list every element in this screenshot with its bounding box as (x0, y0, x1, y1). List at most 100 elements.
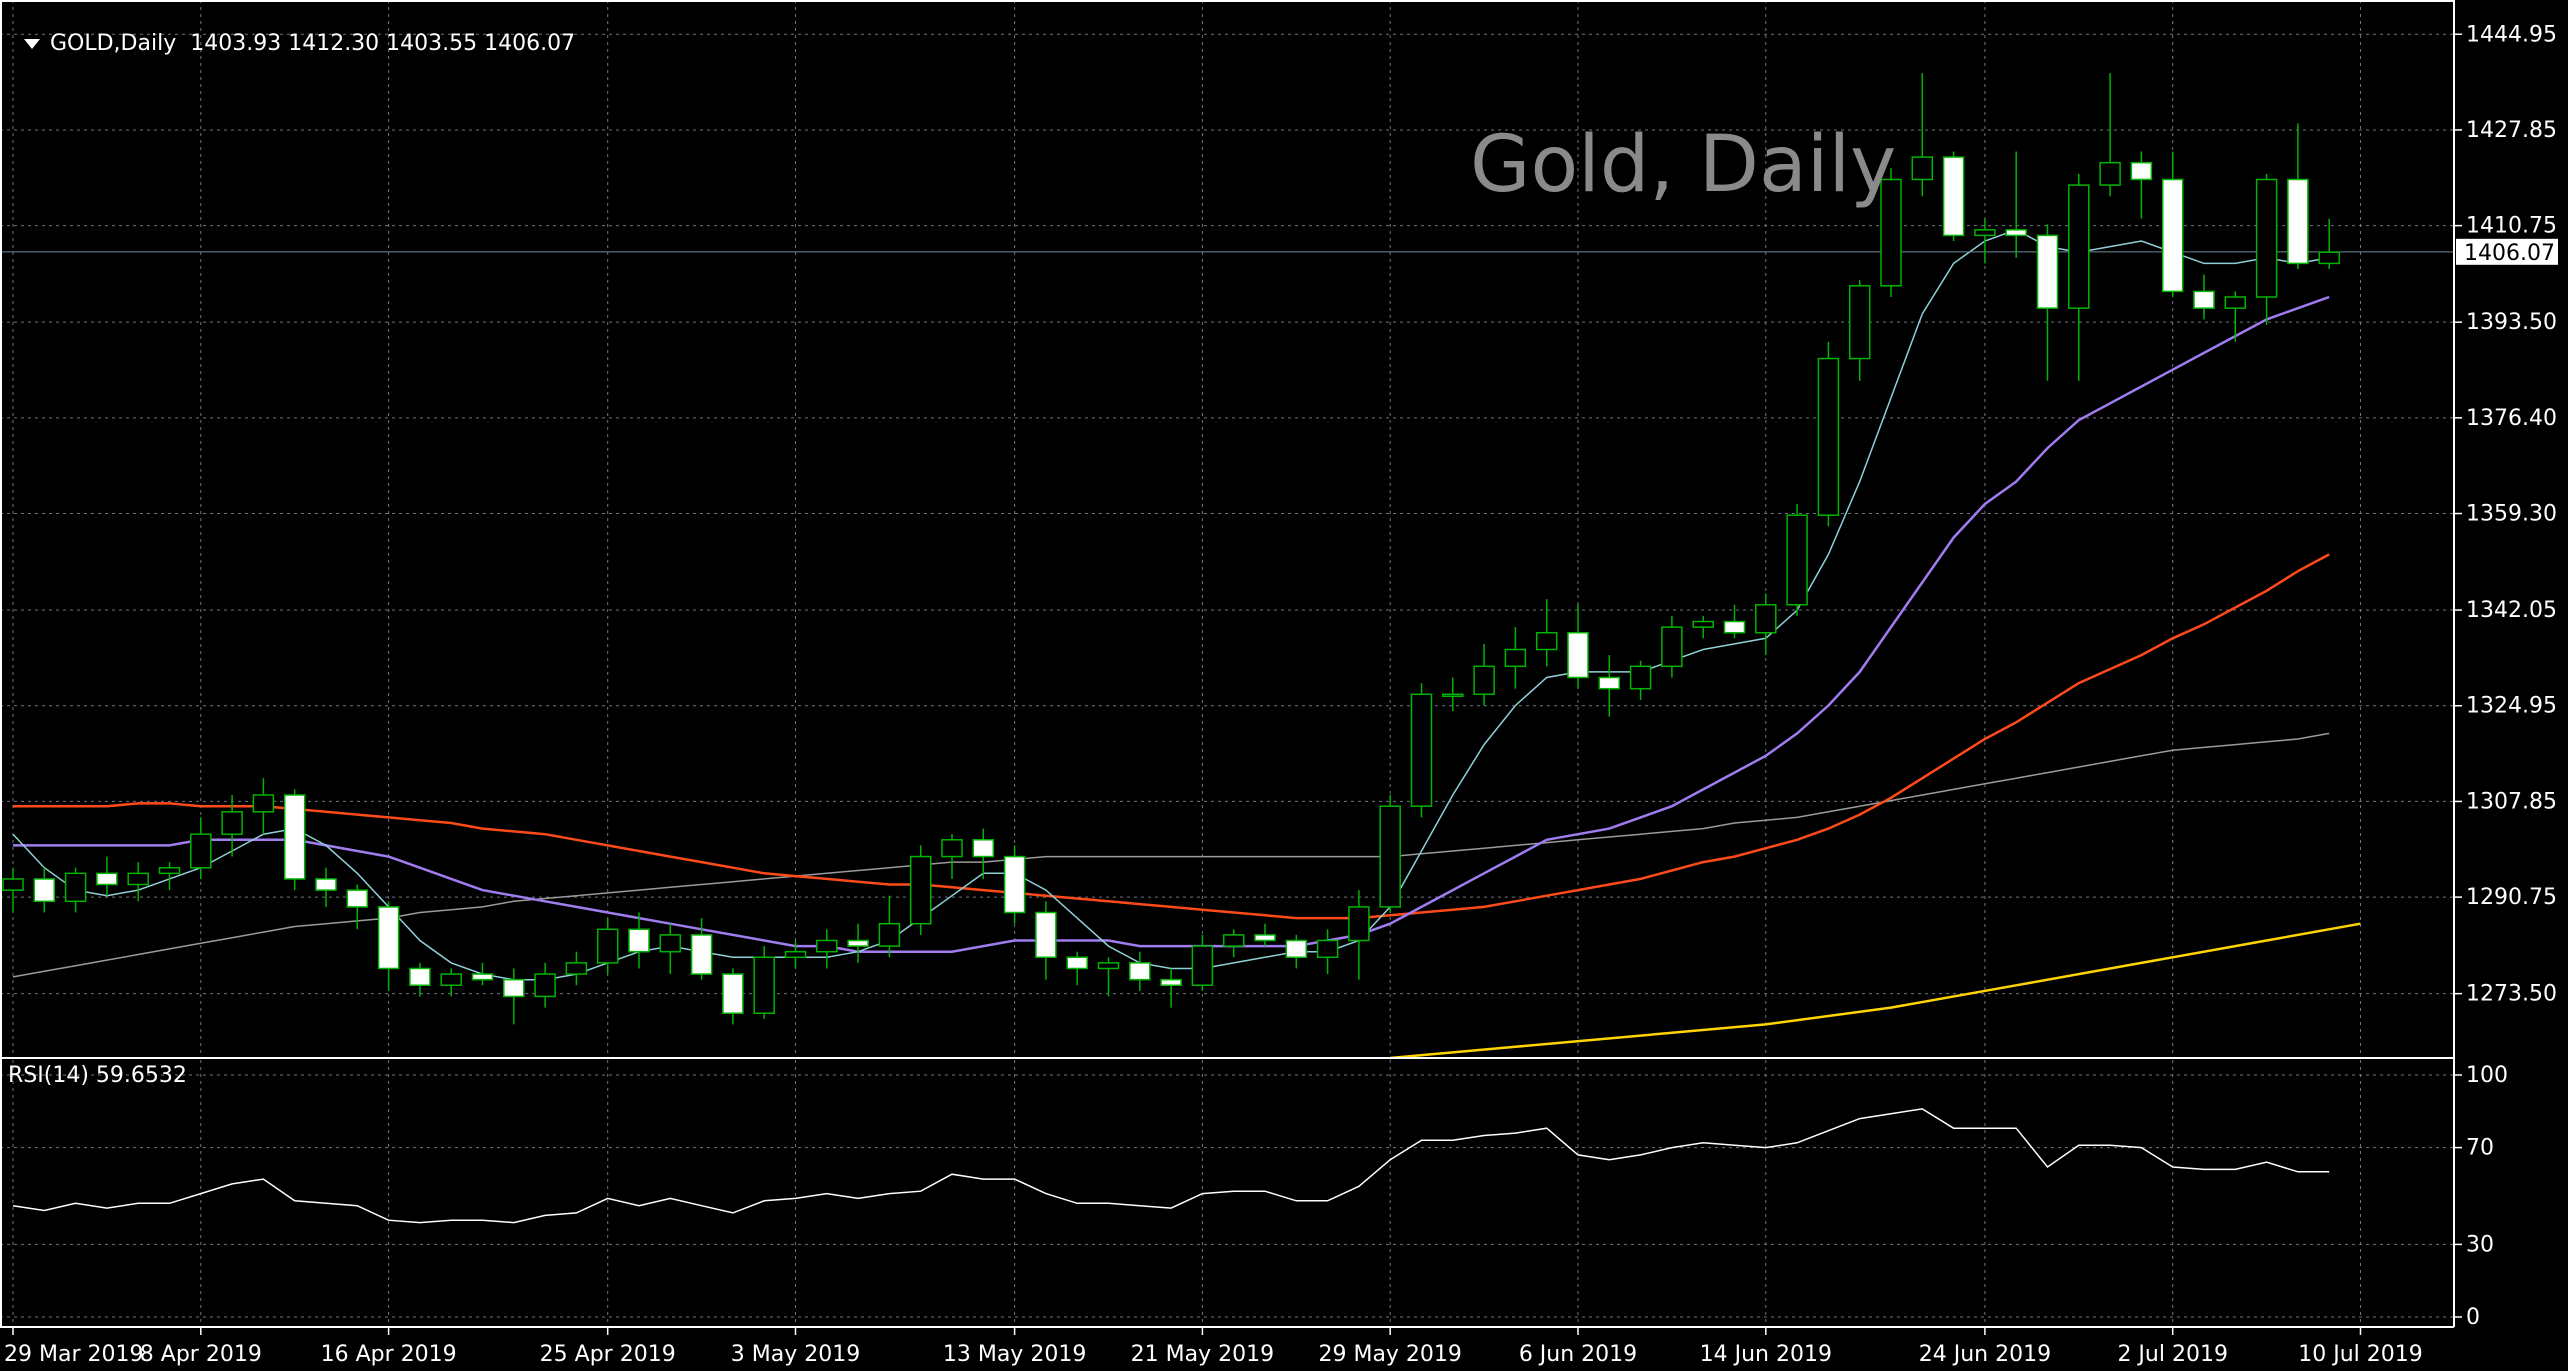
rsi-header: RSI(14) 59.6532 (8, 1063, 187, 1088)
candle (1348, 890, 1370, 980)
ma-50-line (13, 553, 2330, 920)
candle (1035, 901, 1057, 980)
candle-bull-body (1755, 603, 1777, 634)
time-tick-label: 21 May 2019 (1131, 1342, 1274, 1367)
rsi-indicator (12, 1108, 2330, 1224)
ma-200-line (1390, 922, 2361, 1060)
candle (1974, 218, 1996, 264)
candle-bear-body (2193, 290, 2215, 309)
candle-bull-body (565, 962, 588, 975)
time-tick-label: 3 May 2019 (731, 1342, 860, 1367)
candle-bear-body (2161, 178, 2184, 293)
candle-bull-body (1629, 665, 1652, 690)
candle (2099, 73, 2121, 197)
time-tick-label: 24 Jun 2019 (1919, 1342, 2051, 1367)
candle (1629, 660, 1652, 700)
candle (816, 929, 838, 969)
candle (96, 856, 118, 896)
candle-bear-body (315, 878, 337, 891)
candle (377, 901, 400, 991)
candle (565, 951, 588, 986)
candle-bear-body (346, 889, 369, 908)
candle-bull-body (1410, 693, 1433, 807)
candle-bull-body (1661, 626, 1683, 668)
rsi-line (12, 1108, 2330, 1224)
rsi-scale: 100 70 30 0 (2454, 1063, 2508, 1330)
candle (1911, 73, 1934, 197)
dropdown-triangle-icon[interactable] (24, 39, 40, 49)
price-tick-label: 1393.50 (2466, 310, 2557, 335)
candle (1661, 615, 1683, 678)
rsi-tick-label: 0 (2466, 1305, 2480, 1330)
candle (1379, 795, 1401, 913)
candle (534, 962, 556, 1008)
candle (1504, 627, 1527, 689)
rsi-tick-label: 100 (2466, 1063, 2508, 1088)
candle (2161, 151, 2184, 297)
candle-bull-body (1191, 945, 1214, 987)
candle (1442, 677, 1464, 712)
candle (221, 795, 243, 857)
candle (252, 778, 275, 835)
candle-bull-body (2224, 296, 2247, 309)
candle (1848, 280, 1871, 381)
candle-bull-body (158, 866, 181, 875)
candle (690, 918, 713, 980)
candle (2193, 274, 2215, 320)
price-tick-label: 1342.05 (2466, 598, 2557, 623)
candle (440, 968, 462, 997)
price-tick-label: 1290.75 (2466, 885, 2557, 910)
candle-bull-body (2068, 184, 2090, 309)
candle (659, 923, 682, 975)
chart-header: GOLD,Daily 1403.93 1412.30 1403.55 1406.… (10, 6, 575, 56)
candle (1755, 593, 1777, 656)
candle (1160, 968, 1182, 1008)
time-tick-label: 14 Jun 2019 (1700, 1342, 1832, 1367)
candle-bull-body (1535, 631, 1558, 651)
time-tick-label: 8 Apr 2019 (140, 1342, 262, 1367)
candle (972, 828, 995, 879)
candle (503, 968, 525, 1025)
time-tick-label: 2 Jul 2019 (2117, 1342, 2228, 1367)
candle-bear-body (2036, 234, 2059, 309)
candle-bull-body (1974, 229, 1996, 237)
ohlc-values: 1403.93 1412.30 1403.55 1406.07 (190, 31, 576, 56)
candle (1535, 599, 1558, 667)
chart-watermark: Gold, Daily (1470, 120, 1897, 210)
candle (283, 789, 306, 891)
candle-bear-body (2130, 161, 2153, 181)
current-price-label: 1406.07 (2464, 241, 2555, 266)
price-scale[interactable]: 1444.95 1427.85 1410.75 1393.50 1376.40 1359.… (2454, 22, 2557, 1007)
candle-bull-body (534, 973, 556, 998)
axes (0, 0, 2455, 1328)
candle (1097, 957, 1120, 997)
candle-bull-body (909, 855, 932, 925)
candle (315, 867, 337, 907)
candle (190, 817, 212, 879)
candle-bull-body (1911, 156, 1934, 181)
candles (2, 73, 2340, 1025)
candle (346, 884, 369, 930)
price-tick-label: 1359.30 (2466, 502, 2557, 527)
candle-bull-body (127, 872, 149, 886)
time-tick-label: 29 May 2019 (1318, 1342, 1461, 1367)
candle (2255, 173, 2278, 325)
candle-bear-body (1723, 620, 1746, 634)
candle (1003, 845, 1026, 924)
candle (847, 923, 869, 963)
candle (628, 912, 650, 969)
candle (1254, 923, 1276, 947)
candle (127, 862, 149, 902)
time-tick-label: 13 May 2019 (943, 1342, 1086, 1367)
candle-bear-body (471, 973, 494, 981)
candle (2224, 291, 2247, 342)
candle (1880, 168, 1902, 297)
candle-bull-body (659, 934, 682, 953)
symbol-label: GOLD,Daily (50, 31, 177, 56)
candle-bear-body (33, 878, 56, 903)
candle-bear-body (972, 839, 995, 858)
candle (1723, 604, 1746, 639)
candle (409, 962, 431, 997)
